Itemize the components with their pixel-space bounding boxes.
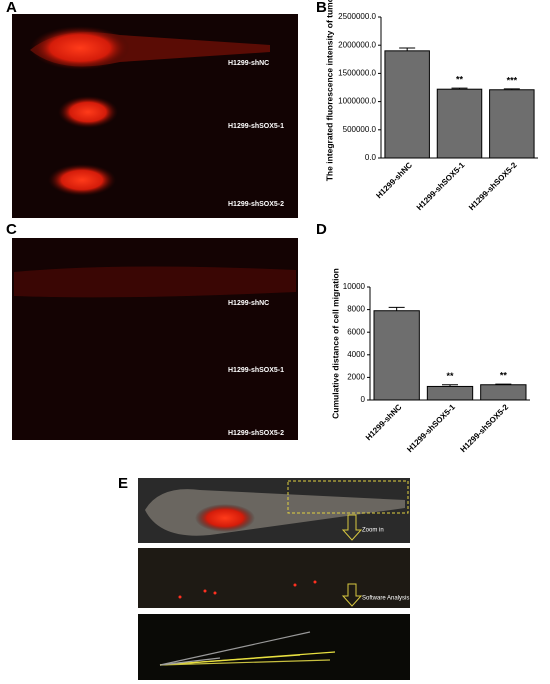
significance: *** <box>507 75 518 85</box>
tumor <box>195 504 255 532</box>
error-bar <box>442 384 458 387</box>
fish <box>14 266 296 298</box>
x-tick-label: H1299-shNC <box>364 402 404 442</box>
bar <box>436 88 483 159</box>
y-tick-label: 4000 <box>347 350 365 359</box>
error-bar <box>451 87 468 90</box>
x-tick-label: H1299-shSOX5-1 <box>415 160 467 212</box>
y-axis-title: The integrated fluorescence intensity of… <box>324 0 334 181</box>
bar <box>373 310 420 401</box>
x-tick-label: H1299-shSOX5-2 <box>459 402 511 454</box>
image-label: H1299-shNC <box>228 60 269 67</box>
panel-label: E <box>118 475 128 492</box>
significance: ** <box>500 370 508 380</box>
tumor <box>48 164 116 196</box>
y-tick-label: 500000.0 <box>343 125 377 134</box>
image-label: H1299-shSOX5-2 <box>228 430 284 437</box>
significance: ** <box>456 74 464 84</box>
y-tick-label: 1000000.0 <box>338 97 376 106</box>
arrow <box>341 514 363 541</box>
y-tick-label: 0 <box>361 395 366 404</box>
y-tick-label: 6000 <box>347 327 365 336</box>
y-tick-label: 1500000.0 <box>338 69 376 78</box>
error-bar <box>503 88 520 90</box>
x-tick-label: H1299-shNC <box>374 160 414 200</box>
image-label: H1299-shSOX5-1 <box>228 367 284 374</box>
arrow <box>341 583 363 607</box>
bar <box>480 384 527 401</box>
panel-label: A <box>6 0 17 16</box>
y-tick-label: 2000 <box>347 373 365 382</box>
tumor <box>30 26 130 70</box>
image <box>138 548 410 608</box>
x-tick-label: H1299-shSOX5-1 <box>405 402 457 454</box>
image-label: H1299-shNC <box>228 300 269 307</box>
y-axis-title: Cumulative distance of cell migration <box>330 268 340 419</box>
y-tick-label: 10000 <box>343 282 366 291</box>
zoom-box <box>287 480 409 514</box>
bar <box>384 50 430 159</box>
error-bar <box>388 306 405 311</box>
bar <box>426 385 474 401</box>
x-tick-label: H1299-shSOX5-2 <box>467 160 519 212</box>
y-tick-label: 2500000.0 <box>338 12 376 21</box>
tracks <box>159 631 336 666</box>
image <box>138 614 410 680</box>
error-bar <box>495 383 512 385</box>
image-label: H1299-shSOX5-2 <box>228 201 284 208</box>
annotation: Software Analysis <box>362 596 409 602</box>
panel-label: D <box>316 221 327 238</box>
annotation: Zoom in <box>362 528 384 534</box>
error-bar <box>399 47 416 51</box>
panel-label: C <box>6 221 17 238</box>
bar <box>489 89 535 159</box>
y-tick-label: 2000000.0 <box>338 40 376 49</box>
significance: ** <box>446 371 454 381</box>
y-tick-label: 8000 <box>347 305 365 314</box>
tumor <box>58 96 118 128</box>
panel-label: B <box>316 0 327 16</box>
y-tick-label: 0.0 <box>365 153 377 162</box>
image-label: H1299-shSOX5-1 <box>228 123 284 130</box>
